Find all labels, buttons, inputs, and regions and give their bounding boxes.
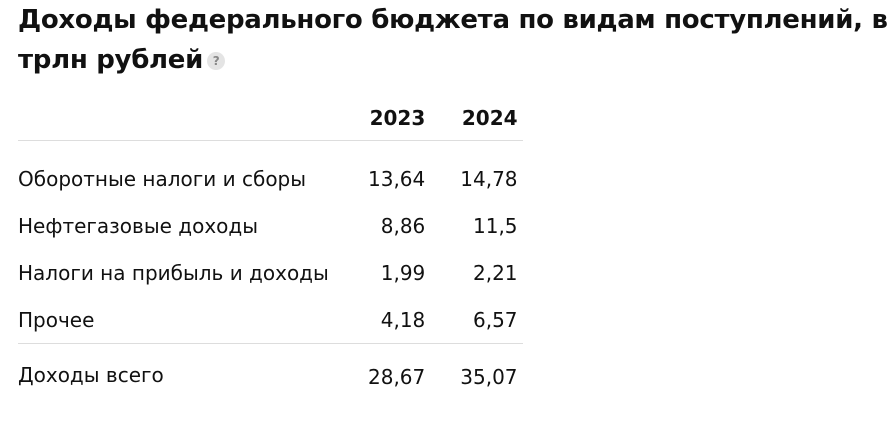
revenue-table: 2023 2024 Оборотные налоги и сборы 13,64 14… <box>18 96 523 406</box>
title: Доходы федерального бюджета по видам пос… <box>18 0 888 80</box>
total-value: 35,07 <box>430 343 523 406</box>
row-label: Прочее <box>18 307 95 332</box>
cell-value: 1,99 <box>380 260 426 285</box>
row: Прочее 4,18 6,57 <box>18 296 523 344</box>
row-label: Нефтегазовые доходы <box>18 213 259 238</box>
corner <box>18 96 338 141</box>
row: Нефтегазовые доходы 8,86 11,5 <box>18 202 523 249</box>
total-value: 28,67 <box>338 343 431 406</box>
cell-value: 2,21 <box>473 260 518 285</box>
column-header: 2024 <box>430 96 523 141</box>
row: Налоги на прибыль и доходы 1,99 2,21 <box>18 249 523 296</box>
header-row: 2023 2024 <box>18 96 523 141</box>
cell-value: 14,78 <box>460 166 518 191</box>
cell-value: 13,64 <box>368 166 426 191</box>
cell-value: 6,57 <box>473 307 518 332</box>
cell-value: 4,18 <box>380 307 426 332</box>
cell-value: 8,86 <box>380 213 426 238</box>
row: Оборотные налоги и сборы 13,64 14,78 <box>18 141 523 203</box>
help-icon[interactable]: ? <box>207 51 226 70</box>
column-header: 2023 <box>338 96 431 141</box>
row-label: Оборотные налоги и сборы <box>18 166 307 191</box>
row-label: Налоги на прибыль и доходы <box>18 260 329 285</box>
total-row: Доходы всего 28,67 35,07 <box>18 343 523 406</box>
total-label: Доходы всего <box>18 343 338 406</box>
title-text: Доходы федерального бюджета по видам пос… <box>18 5 888 75</box>
cell-value: 11,5 <box>473 213 518 238</box>
